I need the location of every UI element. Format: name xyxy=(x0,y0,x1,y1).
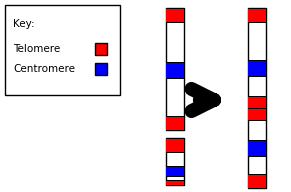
Bar xyxy=(248,8,266,22)
Bar xyxy=(166,138,184,185)
Bar xyxy=(166,116,184,130)
Text: Centromere: Centromere xyxy=(13,64,75,74)
Bar xyxy=(248,60,266,76)
Bar xyxy=(166,8,184,130)
Bar xyxy=(166,138,184,152)
Bar xyxy=(166,62,184,78)
Bar xyxy=(248,8,266,188)
Bar xyxy=(166,180,184,185)
Text: Telomere: Telomere xyxy=(13,44,60,54)
Bar xyxy=(248,108,266,120)
Bar xyxy=(248,174,266,188)
Bar xyxy=(95,63,107,75)
Text: Key:: Key: xyxy=(13,19,35,29)
Bar xyxy=(248,96,266,108)
Bar xyxy=(166,166,184,176)
Bar xyxy=(166,8,184,22)
Bar xyxy=(95,43,107,55)
Bar xyxy=(248,140,266,156)
Bar xyxy=(5,5,120,95)
